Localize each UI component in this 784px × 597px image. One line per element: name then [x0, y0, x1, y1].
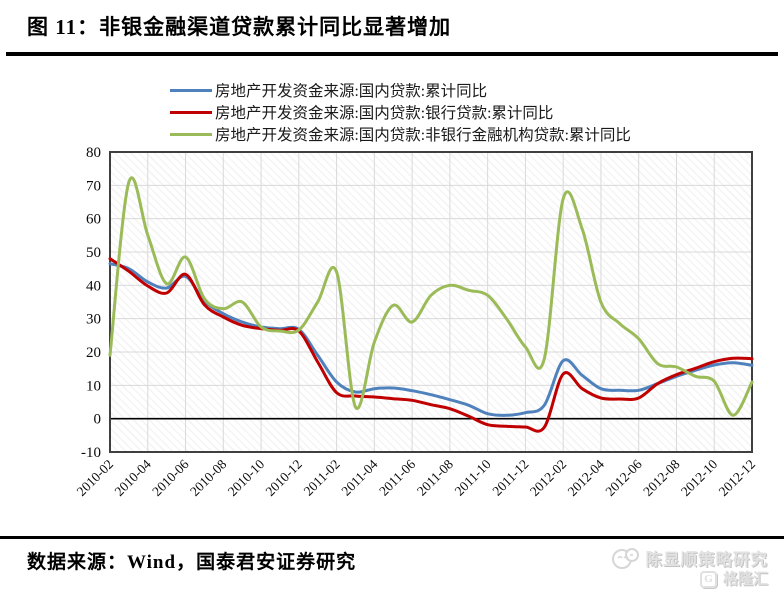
watermark-author-row: 陈显顺策略研究 [611, 546, 769, 570]
series-line-bank-loans [108, 257, 754, 433]
legend-item-bank-loans: 房地产开发资金来源:国内贷款:银行贷款:累计同比 [170, 101, 631, 123]
x-tick-label: 2010-02 [74, 457, 116, 499]
footer-divider [0, 536, 784, 539]
legend-item-domestic-loans: 房地产开发资金来源:国内贷款:累计同比 [170, 79, 631, 101]
legend-line-sample [170, 88, 212, 92]
legend-line-sample [170, 132, 212, 136]
legend-line-sample [170, 110, 212, 114]
legend-label: 房地产开发资金来源:国内贷款:银行贷款:累计同比 [215, 105, 554, 122]
figure-title: 图 11：非银金融渠道贷款累计同比显著增加 [27, 15, 452, 39]
x-tick-label: 2011-10 [452, 456, 494, 498]
y-tick-label: -10 [81, 445, 101, 461]
source-note: 数据来源：Wind，国泰君安证券研究 [27, 552, 357, 573]
gelonghui-letter: G [699, 571, 717, 588]
series-line-domestic-loans [108, 262, 754, 417]
x-tick-label: 2011-08 [414, 456, 456, 498]
watermark-author: 陈显顺策略研究 [645, 550, 768, 569]
x-tick-label: 2010-06 [149, 456, 192, 499]
x-tick-label: 2012-06 [602, 456, 645, 499]
plot-background-hatch [110, 152, 752, 452]
mascot-icon [611, 548, 639, 569]
legend-item-nonbank-loans: 房地产开发资金来源:国内贷款:非银行金融机构贷款:累计同比 [170, 123, 631, 145]
x-tick-label: 2012-08 [640, 456, 683, 499]
plot-border [109, 151, 753, 453]
y-tick-label: 0 [94, 412, 102, 428]
y-tick-label: 70 [86, 178, 101, 194]
x-tick-label: 2011-02 [301, 457, 343, 499]
x-tick-label: 2010-12 [262, 457, 304, 499]
x-tick-label: 2010-10 [225, 456, 268, 499]
x-tick-label: 2012-02 [527, 457, 569, 499]
y-tick-label: 60 [86, 212, 101, 228]
x-tick-label: 2011-12 [489, 457, 531, 499]
y-tick-label: 10 [86, 378, 101, 394]
watermark: 陈显顺策略研究 G 格隆汇 [611, 546, 769, 588]
title-divider [6, 52, 778, 56]
y-tick-label: 30 [86, 312, 101, 328]
y-tick-label: 80 [86, 145, 101, 161]
legend-label: 房地产开发资金来源:国内贷款:累计同比 [215, 83, 488, 100]
legend-label: 房地产开发资金来源:国内贷款:非银行金融机构贷款:累计同比 [215, 127, 631, 144]
series-line-nonbank-loans [108, 176, 754, 417]
x-tick-label: 2011-06 [376, 456, 418, 498]
chart-legend: 房地产开发资金来源:国内贷款:累计同比房地产开发资金来源:国内贷款:银行贷款:累… [170, 79, 631, 145]
x-tick-label: 2012-10 [678, 456, 721, 499]
x-tick-label: 2010-08 [187, 456, 230, 499]
gelonghui-logo: G 格隆汇 [611, 571, 768, 588]
x-tick-label: 2010-04 [111, 456, 154, 499]
x-tick-label: 2011-04 [338, 456, 380, 498]
y-tick-label: 40 [86, 278, 101, 294]
x-tick-label: 2012-04 [565, 456, 608, 499]
x-tick-label: 2012-12 [716, 457, 758, 499]
y-tick-label: 50 [86, 245, 101, 261]
y-tick-label: 20 [86, 345, 101, 361]
line-chart: 80706050403020100-102010-022010-042010-0… [74, 145, 758, 499]
gelonghui-name: 格隆汇 [722, 571, 768, 588]
